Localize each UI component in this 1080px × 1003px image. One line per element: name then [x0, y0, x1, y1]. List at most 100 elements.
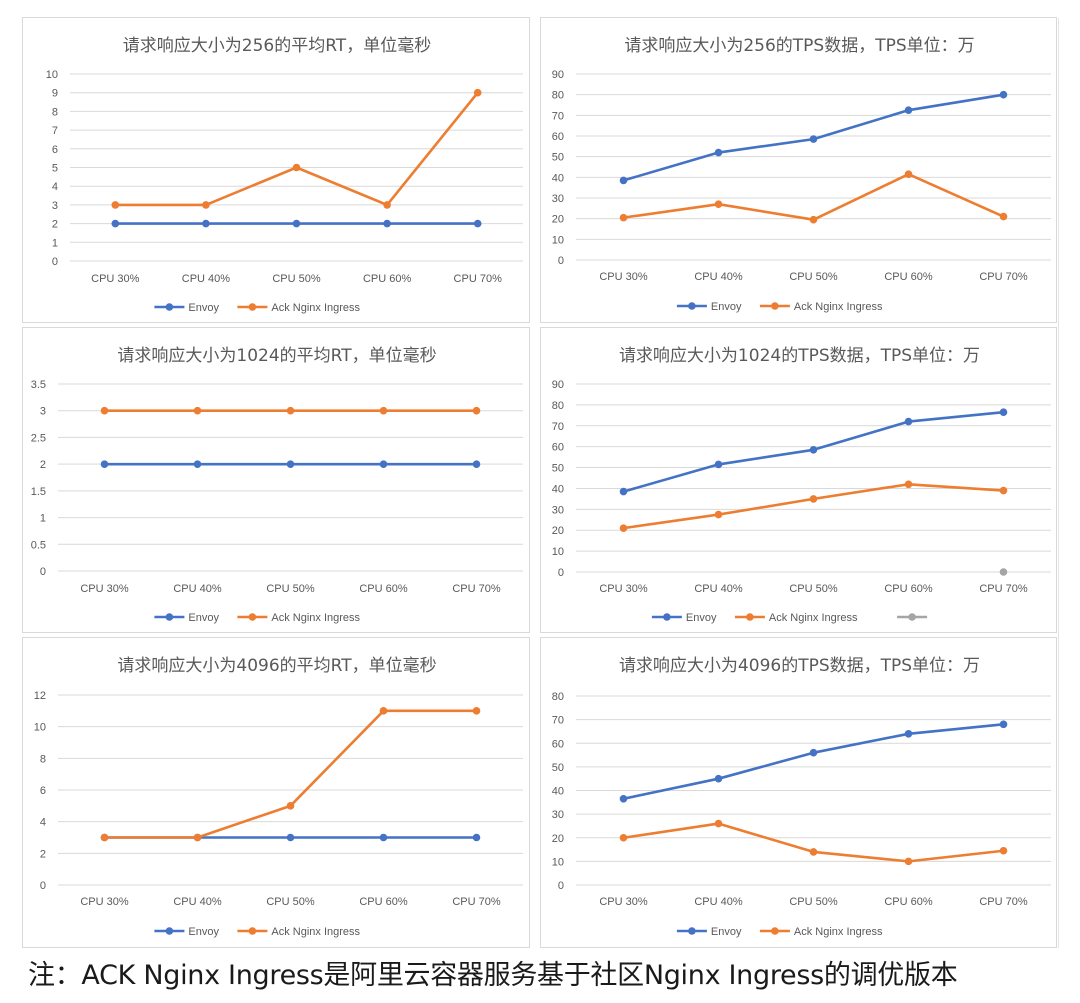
- x-tick-label: CPU 50%: [789, 271, 838, 283]
- chart-svg: 请求响应大小为1024的TPS数据，TPS单位：万 0 10 20 30 40 50 60 70…: [552, 346, 1051, 624]
- y-tick-label: 0: [40, 880, 46, 892]
- legend-label: Envoy: [188, 926, 219, 938]
- data-point: [999, 720, 1008, 729]
- legend-label: Ack Nginx Ingress: [271, 612, 360, 624]
- y-tick-label: 10: [552, 546, 564, 558]
- legend-label: Ack Nginx Ingress: [794, 301, 883, 313]
- y-tick-label: 30: [552, 504, 564, 516]
- data-point: [292, 163, 301, 172]
- legend-marker: [165, 303, 174, 311]
- legend-marker: [663, 613, 671, 621]
- data-point: [286, 802, 295, 810]
- y-tick-label: 70: [552, 110, 564, 122]
- x-tick-label: CPU 60%: [884, 271, 933, 283]
- data-point: [714, 819, 723, 828]
- legend-label: Envoy: [686, 612, 717, 624]
- legend-item: Ack Nginx Ingress: [734, 612, 858, 624]
- data-point: [904, 106, 913, 114]
- y-tick-label: 10: [34, 722, 46, 734]
- legend-item: Ack Nginx Ingress: [759, 301, 883, 313]
- data-point: [999, 90, 1008, 99]
- x-tick-label: CPU 60%: [884, 583, 933, 595]
- chart-svg: 请求响应大小为4096的平均RT，单位毫秒 0 2 4 6 8 10 12 CPU 30% CPU…: [34, 656, 523, 938]
- legend-marker: [248, 927, 257, 935]
- y-tick-label: 20: [552, 833, 564, 845]
- series-line: [622, 482, 1005, 530]
- chart-svg: 请求响应大小为256的TPS数据，TPS单位：万 0 10 20 30 40 50 60 70 8…: [552, 36, 1051, 313]
- y-tick-label: 0: [558, 567, 564, 579]
- y-tick-label: 3: [52, 200, 58, 212]
- data-point: [202, 201, 210, 209]
- y-tick-label: 10: [46, 69, 58, 81]
- series-line: [622, 723, 1005, 801]
- data-point: [809, 495, 818, 503]
- x-tick-label: CPU 40%: [182, 273, 231, 285]
- data-point: [193, 833, 202, 842]
- y-tick-label: 2: [40, 459, 46, 471]
- legend-item: Envoy: [676, 926, 742, 938]
- data-point: [379, 833, 388, 842]
- legend-label: Ack Nginx Ingress: [769, 612, 858, 624]
- data-point: [904, 480, 913, 489]
- data-point: [714, 774, 723, 783]
- y-tick-label: 0: [52, 256, 58, 268]
- x-tick-label: CPU 40%: [173, 896, 222, 908]
- chart-title: 请求响应大小为1024的平均RT，单位毫秒: [117, 346, 436, 366]
- y-tick-label: 80: [552, 90, 564, 102]
- data-point: [473, 219, 482, 228]
- x-tick-label: CPU 30%: [599, 583, 648, 595]
- y-tick-label: 5: [52, 163, 58, 175]
- data-point: [619, 794, 628, 803]
- legend-label: Envoy: [711, 301, 742, 313]
- y-tick-label: 4: [52, 181, 58, 193]
- data-point: [286, 833, 295, 842]
- data-point: [472, 833, 481, 842]
- y-tick-label: 8: [52, 106, 58, 118]
- x-tick-label: CPU 50%: [266, 896, 315, 908]
- data-point: [379, 707, 388, 715]
- y-tick-label: 6: [52, 144, 58, 156]
- x-tick-label: CPU 70%: [979, 896, 1028, 908]
- y-tick-label: 80: [552, 691, 564, 703]
- legend-label: Ack Nginx Ingress: [271, 926, 360, 938]
- y-tick-label: 70: [552, 715, 564, 727]
- legend-marker: [165, 613, 174, 621]
- legend-item: Ack Nginx Ingress: [237, 926, 361, 938]
- legend-label: Ack Nginx Ingress: [794, 926, 883, 938]
- y-tick-label: 8: [40, 753, 46, 765]
- legend-item: Ack Nginx Ingress: [237, 302, 361, 314]
- x-tick-label: CPU 40%: [173, 583, 222, 595]
- x-tick-label: CPU 50%: [789, 583, 838, 595]
- y-tick-label: 3.5: [31, 379, 46, 391]
- data-point: [904, 857, 913, 866]
- y-tick-label: 0: [40, 566, 46, 578]
- chart-panel-rt-4096: 请求响应大小为4096的平均RT，单位毫秒 0 2 4 6 8 10 12 CPU 30% CPU…: [22, 637, 530, 948]
- data-point: [383, 219, 391, 228]
- chart-title: 请求响应大小为1024的TPS数据，TPS单位：万: [619, 346, 980, 366]
- data-point: [619, 176, 628, 185]
- x-tick-label: CPU 30%: [91, 273, 140, 285]
- chart-panel-rt-1024: 请求响应大小为1024的平均RT，单位毫秒 0 0.5 1 1.5 2 2.5 3 3.5 CPU…: [22, 327, 530, 633]
- data-point: [619, 524, 628, 532]
- y-tick-label: 0: [558, 880, 564, 892]
- y-tick-label: 50: [552, 152, 564, 164]
- data-point: [100, 406, 109, 415]
- legend-item: [897, 613, 928, 621]
- y-tick-label: 60: [552, 442, 564, 454]
- x-tick-label: CPU 60%: [359, 896, 408, 908]
- data-point: [999, 212, 1008, 221]
- data-point: [383, 201, 391, 209]
- x-tick-label: CPU 70%: [454, 273, 503, 285]
- legend-item: Envoy: [154, 926, 219, 938]
- chart-panel-tps-1024: 请求响应大小为1024的TPS数据，TPS单位：万 0 10 20 30 40 50 60 70…: [540, 327, 1057, 633]
- legend-label: Envoy: [711, 926, 742, 938]
- data-point: [286, 406, 295, 415]
- legend-marker: [771, 302, 779, 310]
- legend-marker: [248, 613, 257, 621]
- legend-item: Envoy: [676, 301, 742, 313]
- data-point: [904, 730, 913, 738]
- y-tick-label: 90: [552, 69, 564, 81]
- footnote: 注：ACK Nginx Ingress是阿里云容器服务基于社区Nginx Ing…: [28, 960, 958, 991]
- data-point: [999, 568, 1008, 576]
- data-point: [619, 487, 628, 496]
